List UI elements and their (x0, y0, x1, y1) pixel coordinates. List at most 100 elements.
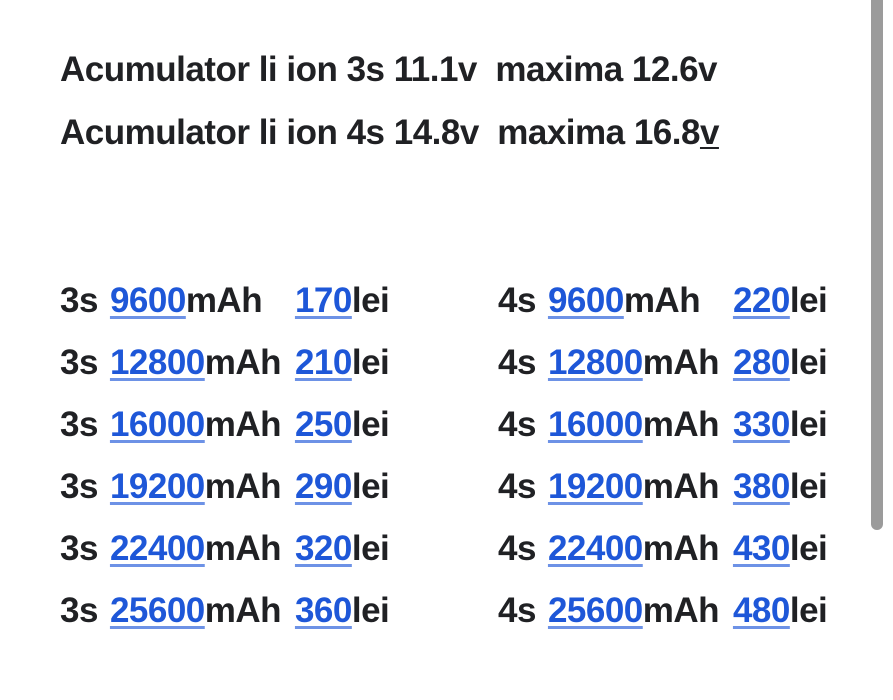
currency-label: lei (789, 467, 828, 506)
unit-label: mAh (204, 529, 282, 568)
price-link[interactable]: 290 (294, 467, 352, 506)
price-group: 430lei (732, 518, 828, 580)
series-label: 4s (498, 467, 536, 506)
price-link[interactable]: 320 (294, 529, 352, 568)
capacity-link[interactable]: 19200 (109, 467, 205, 506)
series-label: 4s (498, 343, 536, 382)
series-label: 3s (60, 343, 98, 382)
price-group: 280lei (732, 332, 828, 394)
price-row-3s-12800: 3s 12800mAh 210lei (60, 332, 498, 394)
capacity-group: 19200mAh (110, 456, 295, 518)
scrollbar-thumb[interactable] (871, 0, 883, 530)
price-link[interactable]: 380 (732, 467, 790, 506)
price-group: 360lei (294, 580, 390, 642)
price-link[interactable]: 220 (732, 281, 790, 320)
price-row-4s-12800: 4s 12800mAh 280lei (498, 332, 860, 394)
price-row-3s-16000: 3s 16000mAh 250lei (60, 394, 498, 456)
unit-label: mAh (642, 343, 720, 382)
capacity-link[interactable]: 19200 (547, 467, 643, 506)
capacity-link[interactable]: 22400 (109, 529, 205, 568)
series-label: 4s (498, 405, 536, 444)
capacity-group: 22400mAh (548, 518, 733, 580)
series-label: 4s (498, 529, 536, 568)
capacity-group: 9600mAh (548, 270, 733, 332)
price-link[interactable]: 250 (294, 405, 352, 444)
capacity-link[interactable]: 25600 (547, 591, 643, 630)
listing-description: Acumulator li ion 3s 11.1v maxima 12.6v … (60, 38, 860, 642)
currency-label: lei (789, 343, 828, 382)
price-row-4s-16000: 4s 16000mAh 330lei (498, 394, 860, 456)
currency-label: lei (351, 405, 390, 444)
capacity-link[interactable]: 9600 (547, 281, 624, 320)
unit-label: mAh (642, 529, 720, 568)
price-row-3s-9600: 3s 9600mAh 170lei (60, 270, 498, 332)
capacity-link[interactable]: 25600 (109, 591, 205, 630)
price-group: 290lei (294, 456, 390, 518)
currency-label: lei (351, 467, 390, 506)
title-line-4s-text: Acumulator li ion 4s 14.8v maxima 16.8 (60, 113, 700, 152)
unit-label: mAh (623, 281, 701, 320)
currency-label: lei (789, 591, 828, 630)
series-label: 3s (60, 405, 98, 444)
capacity-group: 12800mAh (548, 332, 733, 394)
unit-label: mAh (185, 281, 263, 320)
unit-label: mAh (204, 343, 282, 382)
capacity-group: 16000mAh (110, 394, 295, 456)
price-list: 3s 9600mAh 170lei 3s 12800mAh 210lei 3s … (60, 270, 860, 642)
price-row-3s-25600: 3s 25600mAh 360lei (60, 580, 498, 642)
price-row-4s-25600: 4s 25600mAh 480lei (498, 580, 860, 642)
series-label: 3s (60, 281, 98, 320)
title-line-3s: Acumulator li ion 3s 11.1v maxima 12.6v (60, 50, 718, 89)
price-group: 250lei (294, 394, 390, 456)
unit-label: mAh (204, 591, 282, 630)
price-row-3s-22400: 3s 22400mAh 320lei (60, 518, 498, 580)
price-link[interactable]: 480 (732, 591, 790, 630)
unit-label: mAh (642, 467, 720, 506)
currency-label: lei (351, 281, 390, 320)
currency-label: lei (351, 343, 390, 382)
capacity-group: 25600mAh (548, 580, 733, 642)
price-group: 210lei (294, 332, 390, 394)
capacity-group: 9600mAh (110, 270, 295, 332)
unit-label: mAh (204, 405, 282, 444)
currency-label: lei (789, 281, 828, 320)
series-label: 3s (60, 591, 98, 630)
price-link[interactable]: 210 (294, 343, 352, 382)
series-label: 3s (60, 529, 98, 568)
capacity-group: 12800mAh (110, 332, 295, 394)
unit-label: mAh (642, 591, 720, 630)
capacity-link[interactable]: 12800 (547, 343, 643, 382)
price-group: 170lei (294, 270, 390, 332)
currency-label: lei (351, 591, 390, 630)
capacity-group: 22400mAh (110, 518, 295, 580)
capacity-link[interactable]: 16000 (109, 405, 205, 444)
series-label: 4s (498, 281, 536, 320)
currency-label: lei (351, 529, 390, 568)
series-label: 3s (60, 467, 98, 506)
capacity-link[interactable]: 12800 (109, 343, 205, 382)
title-line-4s-underlined-v: v (699, 113, 719, 152)
price-group: 220lei (732, 270, 828, 332)
price-group: 480lei (732, 580, 828, 642)
price-row-4s-22400: 4s 22400mAh 430lei (498, 518, 860, 580)
price-link[interactable]: 280 (732, 343, 790, 382)
capacity-group: 19200mAh (548, 456, 733, 518)
price-group: 320lei (294, 518, 390, 580)
series-label: 4s (498, 591, 536, 630)
unit-label: mAh (204, 467, 282, 506)
capacity-link[interactable]: 16000 (547, 405, 643, 444)
price-link[interactable]: 330 (732, 405, 790, 444)
price-link[interactable]: 430 (732, 529, 790, 568)
price-group: 330lei (732, 394, 828, 456)
capacity-link[interactable]: 22400 (547, 529, 643, 568)
price-row-4s-19200: 4s 19200mAh 380lei (498, 456, 860, 518)
capacity-link[interactable]: 9600 (109, 281, 186, 320)
title-line-4s: Acumulator li ion 4s 14.8v maxima 16.8v (60, 101, 860, 164)
price-row-4s-9600: 4s 9600mAh 220lei (498, 270, 860, 332)
price-link[interactable]: 170 (294, 281, 352, 320)
currency-label: lei (789, 405, 828, 444)
capacity-group: 25600mAh (110, 580, 295, 642)
price-group: 380lei (732, 456, 828, 518)
price-link[interactable]: 360 (294, 591, 352, 630)
capacity-group: 16000mAh (548, 394, 733, 456)
